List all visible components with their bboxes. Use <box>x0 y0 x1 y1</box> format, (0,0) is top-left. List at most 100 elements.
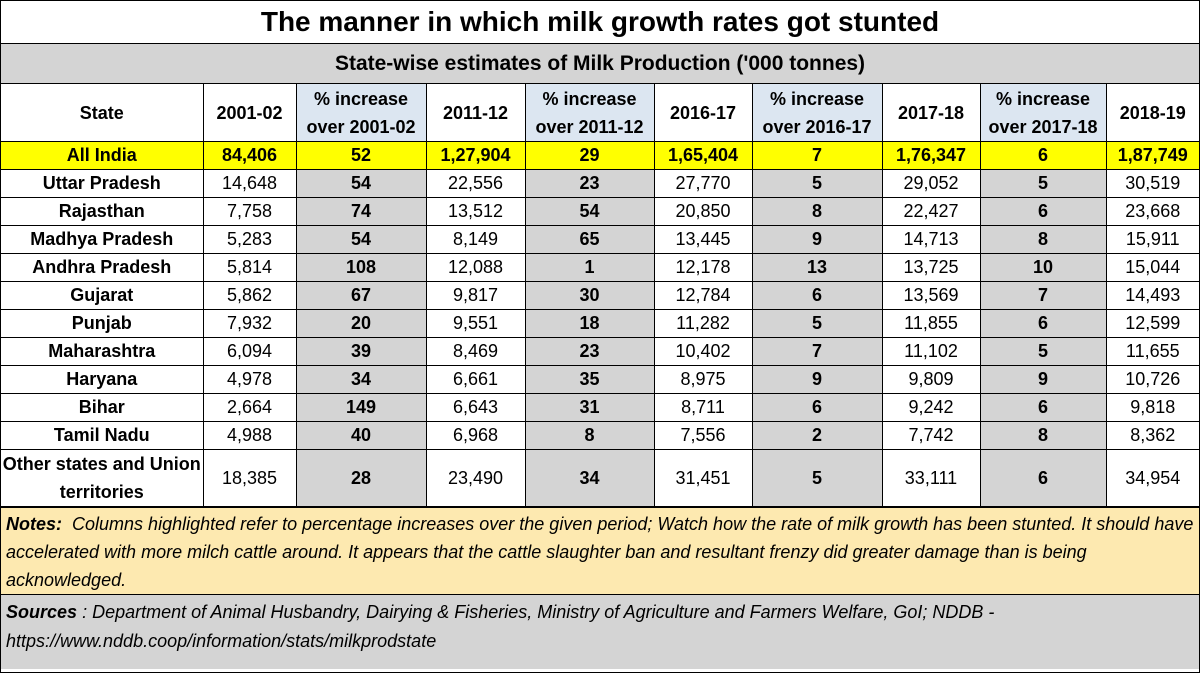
state-cell: Uttar Pradesh <box>1 169 204 198</box>
pct-increase-cell: 10 <box>979 253 1107 282</box>
pct-increase-cell: 54 <box>295 225 427 254</box>
table-row: Tamil Nadu 4,988 40 6,968 8 7,556 2 7,742 8 8,362 <box>1 421 1199 450</box>
state-cell: Maharashtra <box>1 337 204 366</box>
notes-label: Notes: <box>6 514 63 534</box>
pct-increase-cell: 149 <box>295 393 427 422</box>
production-cell: 27,770 <box>653 169 753 198</box>
production-cell: 11,282 <box>653 309 753 338</box>
table-row: Other states and Union territories 18,385… <box>1 449 1199 507</box>
pct-increase-cell: 20 <box>295 309 427 338</box>
production-cell: 12,088 <box>425 253 526 282</box>
column-header: % increase over 2011-12 <box>524 84 655 142</box>
production-cell: 1,76,347 <box>881 141 981 170</box>
table-subtitle: State-wise estimates of Milk Production … <box>1 44 1199 84</box>
production-cell: 1,65,404 <box>653 141 753 170</box>
pct-increase-cell: 6 <box>751 281 883 310</box>
production-cell: 6,094 <box>202 337 297 366</box>
production-cell: 30,519 <box>1105 169 1199 198</box>
state-cell: Andhra Pradesh <box>1 253 204 282</box>
pct-increase-cell: 29 <box>524 141 655 170</box>
production-cell: 18,385 <box>202 449 297 507</box>
pct-increase-cell: 40 <box>295 421 427 450</box>
pct-increase-cell: 31 <box>524 393 655 422</box>
production-cell: 8,362 <box>1105 421 1199 450</box>
pct-increase-cell: 30 <box>524 281 655 310</box>
pct-increase-cell: 6 <box>979 309 1107 338</box>
production-cell: 6,968 <box>425 421 526 450</box>
column-header: 2017-18 <box>881 84 981 142</box>
state-cell: Rajasthan <box>1 197 204 226</box>
pct-increase-cell: 8 <box>979 421 1107 450</box>
production-cell: 5,862 <box>202 281 297 310</box>
pct-increase-cell: 5 <box>751 169 883 198</box>
table-row: All India 84,406 52 1,27,904 29 1,65,404 7 1,76… <box>1 141 1199 170</box>
column-header: 2018-19 <box>1105 84 1199 142</box>
pct-increase-cell: 74 <box>295 197 427 226</box>
production-cell: 15,911 <box>1105 225 1199 254</box>
pct-increase-cell: 7 <box>751 337 883 366</box>
notes-text: Columns highlighted refer to percentage … <box>6 514 1194 590</box>
production-cell: 7,742 <box>881 421 981 450</box>
state-cell: Other states and Union territories <box>1 449 204 507</box>
production-cell: 10,402 <box>653 337 753 366</box>
pct-increase-cell: 28 <box>295 449 427 507</box>
production-cell: 29,052 <box>881 169 981 198</box>
production-cell: 22,427 <box>881 197 981 226</box>
pct-increase-cell: 6 <box>979 197 1107 226</box>
pct-increase-cell: 8 <box>524 421 655 450</box>
table-row: Maharashtra 6,094 39 8,469 23 10,402 7 11,102 5 1… <box>1 337 1199 366</box>
state-cell: Bihar <box>1 393 204 422</box>
pct-increase-cell: 5 <box>751 309 883 338</box>
production-cell: 22,556 <box>425 169 526 198</box>
state-cell: Haryana <box>1 365 204 394</box>
pct-increase-cell: 54 <box>295 169 427 198</box>
production-cell: 12,599 <box>1105 309 1199 338</box>
table-row: Andhra Pradesh 5,814 108 12,088 1 12,178 13 13,… <box>1 253 1199 282</box>
production-cell: 5,283 <box>202 225 297 254</box>
production-cell: 14,648 <box>202 169 297 198</box>
pct-increase-cell: 23 <box>524 337 655 366</box>
column-header: 2016-17 <box>653 84 753 142</box>
production-cell: 13,512 <box>425 197 526 226</box>
production-cell: 8,975 <box>653 365 753 394</box>
production-cell: 31,451 <box>653 449 753 507</box>
production-cell: 7,758 <box>202 197 297 226</box>
table-row: Uttar Pradesh 14,648 54 22,556 23 27,770 5 29,0… <box>1 169 1199 198</box>
production-cell: 14,493 <box>1105 281 1199 310</box>
production-cell: 13,569 <box>881 281 981 310</box>
table-header-row: State 2001-02% increase over 2001-02 2011-… <box>1 84 1199 142</box>
pct-increase-cell: 6 <box>751 393 883 422</box>
pct-increase-cell: 13 <box>751 253 883 282</box>
production-cell: 23,668 <box>1105 197 1199 226</box>
state-cell: Madhya Pradesh <box>1 225 204 254</box>
production-cell: 11,655 <box>1105 337 1199 366</box>
page-title: The manner in which milk growth rates go… <box>1 1 1199 44</box>
pct-increase-cell: 23 <box>524 169 655 198</box>
production-cell: 11,855 <box>881 309 981 338</box>
pct-increase-cell: 2 <box>751 421 883 450</box>
production-cell: 4,978 <box>202 365 297 394</box>
pct-increase-cell: 7 <box>979 281 1107 310</box>
sources-text: : Department of Animal Husbandry, Dairyi… <box>6 602 995 651</box>
column-header: 2011-12 <box>425 84 526 142</box>
production-cell: 7,556 <box>653 421 753 450</box>
production-cell: 9,818 <box>1105 393 1199 422</box>
pct-increase-cell: 39 <box>295 337 427 366</box>
pct-increase-cell: 108 <box>295 253 427 282</box>
pct-increase-cell: 5 <box>751 449 883 507</box>
state-cell: Punjab <box>1 309 204 338</box>
production-cell: 12,178 <box>653 253 753 282</box>
state-cell: Tamil Nadu <box>1 421 204 450</box>
state-cell: Gujarat <box>1 281 204 310</box>
production-cell: 6,661 <box>425 365 526 394</box>
production-cell: 10,726 <box>1105 365 1199 394</box>
table-row: Haryana 4,978 34 6,661 35 8,975 9 9,809 9 10,726 <box>1 365 1199 394</box>
table-row: Rajasthan 7,758 74 13,512 54 20,850 8 22,427 6 23… <box>1 197 1199 226</box>
production-cell: 9,242 <box>881 393 981 422</box>
production-cell: 7,932 <box>202 309 297 338</box>
production-cell: 14,713 <box>881 225 981 254</box>
column-header: % increase over 2001-02 <box>295 84 427 142</box>
notes-box: Notes: Columns highlighted refer to perc… <box>1 507 1199 595</box>
pct-increase-cell: 5 <box>979 169 1107 198</box>
